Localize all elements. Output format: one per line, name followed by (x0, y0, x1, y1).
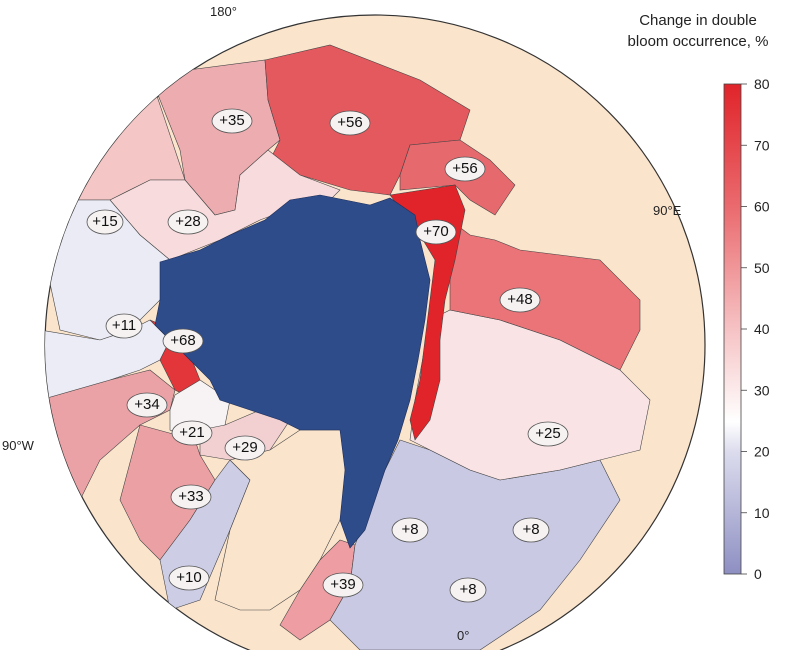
badge-label: +8 (522, 521, 539, 538)
badge-bering-north: +35 (211, 108, 253, 134)
region-badges: +15 +28 +35 +56 +56 +70 +48 +25 +8 +8 +8… (86, 108, 569, 603)
badge-label: +10 (176, 569, 201, 586)
region-kara (449, 219, 641, 371)
legend-tick-label: 50 (754, 260, 770, 276)
badge-label: +25 (535, 425, 560, 442)
badge-label: +56 (452, 160, 477, 177)
legend-tick-label: 10 (754, 505, 770, 521)
badge-label: +8 (459, 581, 476, 598)
badge-label: +39 (330, 576, 355, 593)
central-arctic-ice (154, 194, 431, 549)
region-baffin-north (199, 409, 291, 461)
meridian-label-90w: 90°W (2, 438, 35, 453)
badge-label: +21 (179, 424, 204, 441)
badge-east-siberian: +56 (329, 110, 371, 136)
badge-kara: +48 (499, 287, 541, 313)
badge-laptev: +70 (415, 219, 457, 245)
badge-chukchi: +28 (167, 209, 209, 235)
meridian-label-0: 0° (457, 628, 469, 643)
map-regions (45, 44, 651, 650)
badge-laptev-east: +56 (444, 156, 486, 182)
badge-label: +29 (232, 439, 257, 456)
color-bar-legend: 0 10 20 30 40 50 60 70 80 (723, 76, 770, 582)
badge-label: +34 (134, 396, 159, 413)
legend-tick-label: 60 (754, 199, 770, 215)
region-greenland-sea (329, 439, 621, 650)
badge-label: +68 (170, 332, 195, 349)
badge-label: +33 (178, 488, 203, 505)
color-bar (723, 83, 742, 575)
legend-tick-label: 70 (754, 137, 770, 153)
badge-lancaster: +21 (171, 420, 213, 446)
legend-tick-label: 0 (754, 566, 762, 582)
legend-title-line1: Change in double (639, 12, 757, 29)
badge-barents: +25 (527, 421, 569, 447)
region-laptev (389, 184, 466, 441)
badge-norwegian: +8 (391, 517, 429, 543)
badge-label: +48 (507, 291, 532, 308)
badge-archipelago: +11 (105, 313, 143, 339)
legend-title: Change in double bloom occurrence, % (600, 10, 796, 52)
region-chukchi (109, 149, 341, 261)
badge-label: +35 (219, 112, 244, 129)
meridian-label-180: 180° (210, 4, 237, 19)
badge-label: +28 (175, 213, 200, 230)
legend-tick-label: 40 (754, 321, 770, 337)
meridian-label-90e: 90°E (653, 203, 682, 218)
badge-label: +56 (337, 114, 362, 131)
legend-ticks: 0 10 20 30 40 50 60 70 80 (741, 76, 770, 582)
badge-label: +8 (401, 521, 418, 538)
region-beaufort (45, 199, 171, 341)
badge-label: +70 (423, 223, 448, 240)
badge-hudson: +34 (126, 392, 168, 418)
legend-tick-label: 30 (754, 382, 770, 398)
legend-title-line2: bloom occurrence, % (627, 33, 769, 50)
badge-label: +11 (112, 317, 136, 334)
badge-baffin-north: +29 (224, 435, 266, 461)
legend-tick-label: 80 (754, 76, 770, 92)
badge-greenland-sea: +8 (449, 577, 487, 603)
badge-norwegian-east: +8 (512, 517, 550, 543)
badge-labrador: +10 (168, 565, 210, 591)
badge-queen-elizabeth: +68 (162, 328, 204, 354)
legend-tick-label: 20 (754, 444, 770, 460)
badge-label: +15 (92, 213, 117, 230)
badge-beaufort: +15 (86, 209, 124, 235)
badge-greenland-east: +39 (322, 572, 364, 598)
badge-baffin: +33 (170, 484, 212, 510)
